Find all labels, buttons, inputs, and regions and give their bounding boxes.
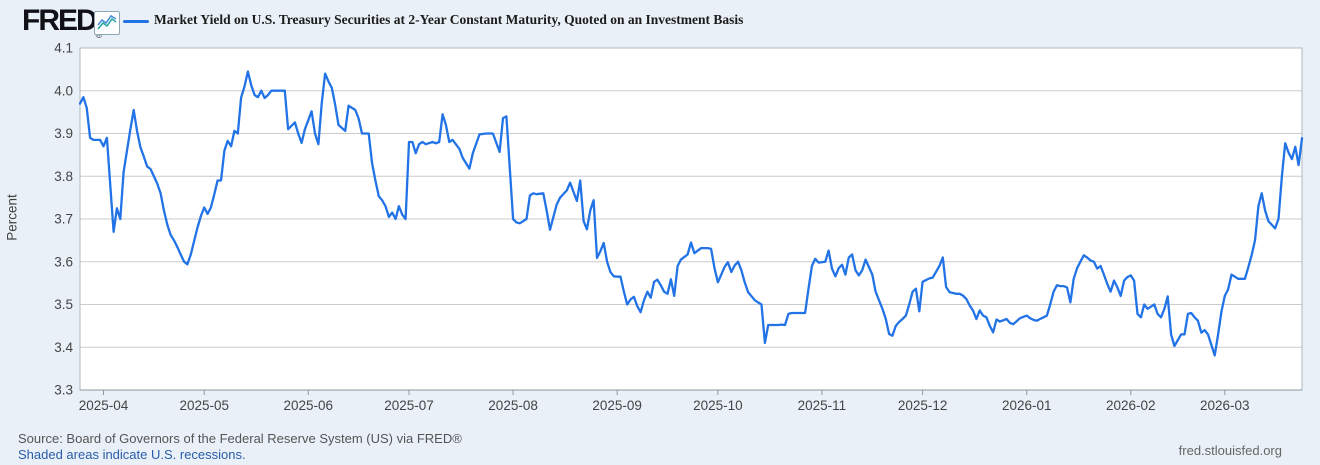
sparkline-chart-icon (94, 11, 120, 35)
x-tick-label: 2025-08 (488, 398, 538, 413)
y-tick-label: 3.6 (54, 254, 73, 269)
x-tick-label: 2026-01 (1002, 398, 1052, 413)
y-tick-label: 3.8 (54, 169, 73, 184)
x-tick-label: 2025-06 (284, 398, 334, 413)
fred-site-link[interactable]: fred.stlouisfed.org (1178, 443, 1282, 458)
fred-logo[interactable]: FRED® (22, 4, 102, 40)
x-tick-label: 2025-04 (79, 398, 129, 413)
series-legend-line (123, 20, 149, 23)
x-tick-label: 2025-05 (179, 398, 229, 413)
yield-series-line[interactable] (78, 70, 1304, 357)
y-tick-label: 3.7 (54, 212, 73, 227)
x-tick-label: 2026-02 (1106, 398, 1156, 413)
x-tick-label: 2025-09 (592, 398, 642, 413)
source-text: Source: Board of Governors of the Federa… (18, 431, 462, 446)
y-tick-label: 4.0 (54, 83, 73, 98)
x-tick-label: 2025-07 (384, 398, 434, 413)
series-title[interactable]: Market Yield on U.S. Treasury Securities… (154, 12, 744, 27)
x-tick-label: 2025-12 (898, 398, 948, 413)
y-tick-label: 4.1 (54, 41, 73, 56)
y-tick-label: 3.5 (54, 297, 73, 312)
x-tick-label: 2025-10 (693, 398, 743, 413)
y-tick-label: 3.3 (54, 383, 73, 398)
fred-logo-text: FRED (22, 4, 98, 37)
x-tick-label: 2025-11 (798, 398, 847, 413)
y-tick-label: 3.4 (54, 340, 73, 355)
y-tick-label: 3.9 (54, 126, 73, 141)
recessions-link[interactable]: Shaded areas indicate U.S. recessions. (18, 447, 246, 462)
x-tick-label: 2026-03 (1200, 398, 1250, 413)
registered-mark: ® (95, 30, 103, 40)
